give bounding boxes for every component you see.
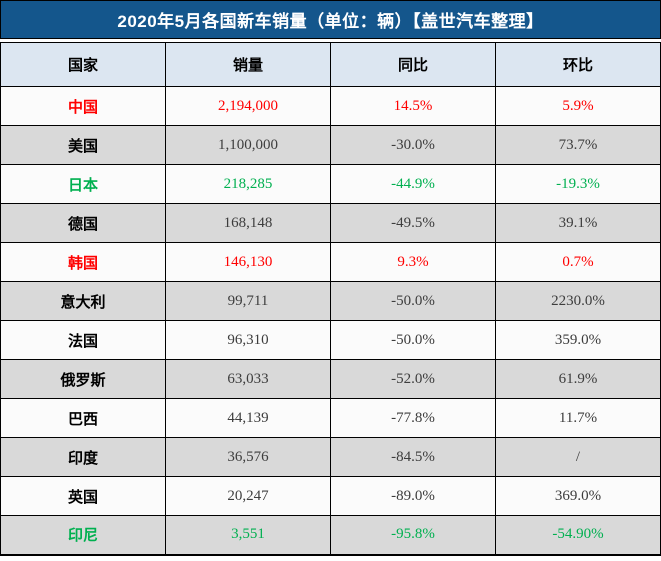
sales-cell: 36,576 (165, 437, 331, 477)
mom-cell: 61.9% (495, 359, 661, 399)
table-row-italy: 意大利 99,711 -50.0% 2230.0% (0, 281, 661, 321)
yoy-cell: -50.0% (330, 320, 496, 360)
sales-cell: 218,285 (165, 164, 331, 204)
column-header-country: 国家 (0, 42, 166, 87)
mom-cell: 369.0% (495, 476, 661, 516)
sales-cell: 146,130 (165, 242, 331, 282)
yoy-cell: -49.5% (330, 203, 496, 243)
table-row-japan: 日本 218,285 -44.9% -19.3% (0, 164, 661, 204)
country-cell: 法国 (0, 320, 166, 360)
column-header-mom: 环比 (495, 42, 661, 87)
yoy-cell: -89.0% (330, 476, 496, 516)
mom-cell: -19.3% (495, 164, 661, 204)
table-row-germany: 德国 168,148 -49.5% 39.1% (0, 203, 661, 243)
country-cell: 日本 (0, 164, 166, 204)
country-cell: 印度 (0, 437, 166, 477)
table-row-korea: 韩国 146,130 9.3% 0.7% (0, 242, 661, 282)
mom-cell: 5.9% (495, 86, 661, 126)
sales-cell: 20,247 (165, 476, 331, 516)
sales-cell: 3,551 (165, 515, 331, 555)
country-cell: 中国 (0, 86, 166, 126)
yoy-cell: -84.5% (330, 437, 496, 477)
mom-cell: / (495, 437, 661, 477)
country-cell: 俄罗斯 (0, 359, 166, 399)
sales-cell: 63,033 (165, 359, 331, 399)
yoy-cell: 9.3% (330, 242, 496, 282)
mom-cell: 359.0% (495, 320, 661, 360)
column-header-yoy: 同比 (330, 42, 496, 87)
country-cell: 美国 (0, 125, 166, 165)
sales-cell: 1,100,000 (165, 125, 331, 165)
table-row-usa: 美国 1,100,000 -30.0% 73.7% (0, 125, 661, 165)
mom-cell: 2230.0% (495, 281, 661, 321)
mom-cell: 0.7% (495, 242, 661, 282)
country-cell: 印尼 (0, 515, 166, 555)
yoy-cell: -95.8% (330, 515, 496, 555)
table-row-france: 法国 96,310 -50.0% 359.0% (0, 320, 661, 360)
table-title: 2020年5月各国新车销量（单位：辆）【盖世汽车整理】 (0, 0, 661, 39)
header-row: 国家 销量 同比 环比 (0, 42, 661, 87)
sales-cell: 96,310 (165, 320, 331, 360)
mom-cell: 39.1% (495, 203, 661, 243)
sales-cell: 168,148 (165, 203, 331, 243)
sales-cell: 99,711 (165, 281, 331, 321)
table-row-russia: 俄罗斯 63,033 -52.0% 61.9% (0, 359, 661, 399)
mom-cell: 73.7% (495, 125, 661, 165)
country-cell: 意大利 (0, 281, 166, 321)
yoy-cell: -50.0% (330, 281, 496, 321)
table-row-india: 印度 36,576 -84.5% / (0, 437, 661, 477)
country-cell: 韩国 (0, 242, 166, 282)
yoy-cell: -44.9% (330, 164, 496, 204)
table-row-brazil: 巴西 44,139 -77.8% 11.7% (0, 398, 661, 438)
country-cell: 英国 (0, 476, 166, 516)
mom-cell: 11.7% (495, 398, 661, 438)
column-header-sales: 销量 (165, 42, 331, 87)
country-cell: 德国 (0, 203, 166, 243)
sales-cell: 2,194,000 (165, 86, 331, 126)
mom-cell: -54.90% (495, 515, 661, 555)
table-row-uk: 英国 20,247 -89.0% 369.0% (0, 476, 661, 516)
car-sales-table: 国家 销量 同比 环比 中国 2,194,000 14.5% 5.9% 美国 1… (0, 42, 661, 556)
sales-cell: 44,139 (165, 398, 331, 438)
yoy-cell: -52.0% (330, 359, 496, 399)
table-row-china: 中国 2,194,000 14.5% 5.9% (0, 86, 661, 126)
yoy-cell: 14.5% (330, 86, 496, 126)
yoy-cell: -30.0% (330, 125, 496, 165)
yoy-cell: -77.8% (330, 398, 496, 438)
country-cell: 巴西 (0, 398, 166, 438)
table-row-indonesia: 印尼 3,551 -95.8% -54.90% (0, 515, 661, 555)
